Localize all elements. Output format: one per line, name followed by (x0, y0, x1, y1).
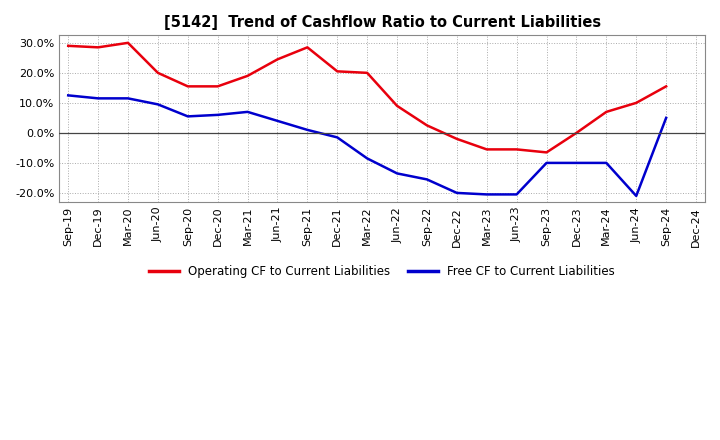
Operating CF to Current Liabilities (243, 73, 252, 78)
Free CF to Current Liabilities (243, 109, 252, 114)
Free CF to Current Liabilities (423, 177, 431, 182)
Operating CF to Current Liabilities (662, 84, 670, 89)
Free CF to Current Liabilities (513, 192, 521, 197)
Free CF to Current Liabilities (392, 171, 401, 176)
Free CF to Current Liabilities (303, 127, 312, 132)
Free CF to Current Liabilities (453, 190, 462, 195)
Free CF to Current Liabilities (482, 192, 491, 197)
Operating CF to Current Liabilities (273, 57, 282, 62)
Operating CF to Current Liabilities (153, 70, 162, 76)
Line: Operating CF to Current Liabilities: Operating CF to Current Liabilities (68, 43, 666, 152)
Free CF to Current Liabilities (273, 118, 282, 124)
Operating CF to Current Liabilities (513, 147, 521, 152)
Free CF to Current Liabilities (94, 96, 102, 101)
Free CF to Current Liabilities (572, 160, 581, 165)
Free CF to Current Liabilities (542, 160, 551, 165)
Legend: Operating CF to Current Liabilities, Free CF to Current Liabilities: Operating CF to Current Liabilities, Fre… (145, 260, 620, 282)
Operating CF to Current Liabilities (333, 69, 341, 74)
Free CF to Current Liabilities (153, 102, 162, 107)
Free CF to Current Liabilities (184, 114, 192, 119)
Operating CF to Current Liabilities (94, 45, 102, 50)
Title: [5142]  Trend of Cashflow Ratio to Current Liabilities: [5142] Trend of Cashflow Ratio to Curren… (163, 15, 600, 30)
Free CF to Current Liabilities (662, 115, 670, 121)
Operating CF to Current Liabilities (392, 103, 401, 109)
Operating CF to Current Liabilities (482, 147, 491, 152)
Operating CF to Current Liabilities (453, 136, 462, 142)
Operating CF to Current Liabilities (542, 150, 551, 155)
Free CF to Current Liabilities (632, 193, 641, 198)
Line: Free CF to Current Liabilities: Free CF to Current Liabilities (68, 95, 666, 196)
Operating CF to Current Liabilities (303, 45, 312, 50)
Free CF to Current Liabilities (64, 93, 73, 98)
Operating CF to Current Liabilities (602, 109, 611, 114)
Free CF to Current Liabilities (333, 135, 341, 140)
Operating CF to Current Liabilities (184, 84, 192, 89)
Operating CF to Current Liabilities (632, 100, 641, 106)
Free CF to Current Liabilities (363, 156, 372, 161)
Free CF to Current Liabilities (602, 160, 611, 165)
Free CF to Current Liabilities (213, 112, 222, 117)
Operating CF to Current Liabilities (64, 43, 73, 48)
Operating CF to Current Liabilities (213, 84, 222, 89)
Operating CF to Current Liabilities (423, 123, 431, 128)
Operating CF to Current Liabilities (124, 40, 132, 45)
Free CF to Current Liabilities (124, 96, 132, 101)
Operating CF to Current Liabilities (363, 70, 372, 76)
Operating CF to Current Liabilities (572, 130, 581, 136)
